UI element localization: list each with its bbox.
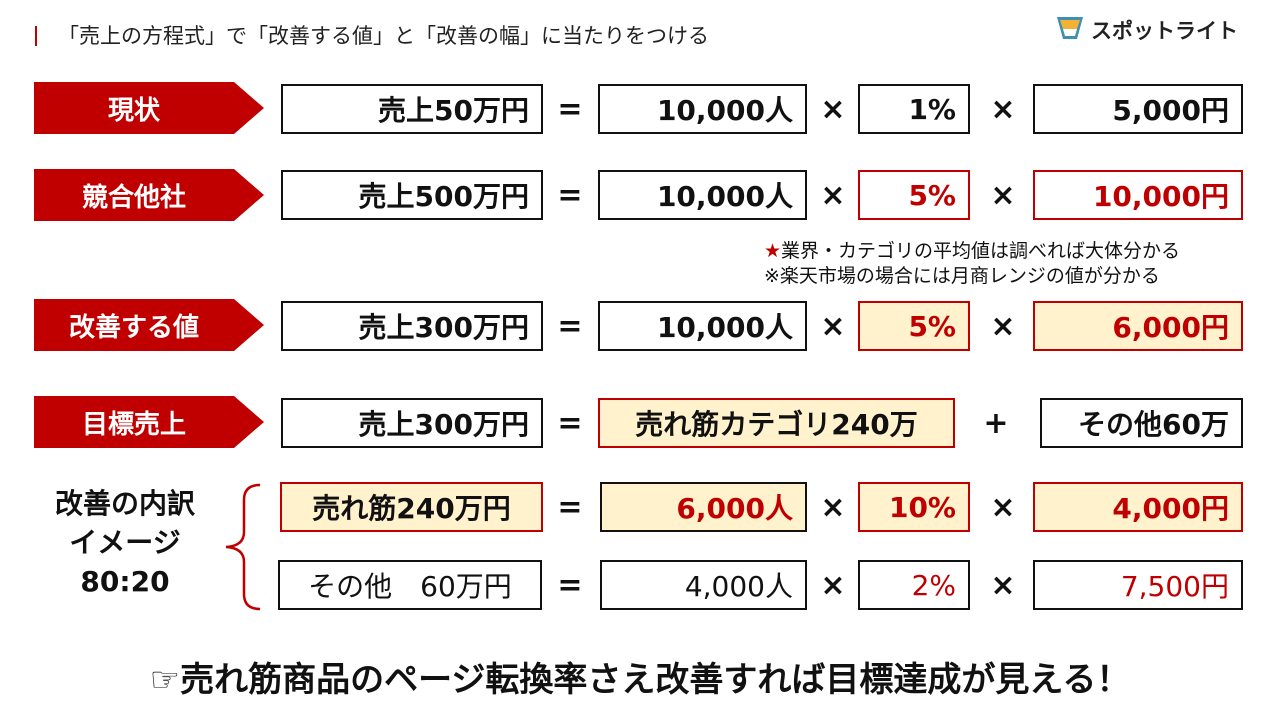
target-bestseller-box: 売れ筋カテゴリ240万 [598,398,955,448]
times-sign: × [820,567,846,603]
equals-sign: = [557,405,583,441]
breakdown-other-sales-box: その他 60万円 [278,560,542,610]
breakdown-main-sales-box: 売れ筋240万円 [280,482,543,532]
breakdown-main-price-box: 4,000円 [1033,482,1243,532]
times-sign: × [990,489,1016,525]
breakdown-main-rate-box: 10% [858,482,970,532]
target-sales-box: 売上300万円 [281,398,543,448]
current-price-box: 5,000円 [1033,84,1243,134]
times-sign: × [990,177,1016,213]
plus-sign: + [983,405,1009,441]
competitor-visitors-box: 10,000人 [598,170,807,220]
improve-visitors-box: 10,000人 [598,301,807,351]
current-sales-box: 売上50万円 [281,84,543,134]
current-rate-box: 1% [858,84,970,134]
row-label-target: 目標売上 [34,396,264,448]
row-label-improve: 改善する値 [34,299,264,351]
competitor-sales-box: 売上500万円 [281,170,543,220]
equals-sign: = [557,567,583,603]
breakdown-other-visitors-box: 4,000人 [600,560,807,610]
times-sign: × [820,308,846,344]
star-icon: ★ [764,240,782,262]
current-visitors-box: 10,000人 [598,84,807,134]
breakdown-other-price-box: 7,500円 [1033,560,1243,610]
bottom-message: ☞売れ筋商品のページ転換率さえ改善すれば目標達成が見える！ [149,660,1131,700]
logo-text: スポットライト [1091,19,1238,43]
equals-sign: = [557,177,583,213]
improve-rate-box: 5% [858,301,970,351]
note-rakuten-range: ※楽天市場の場合には月商レンジの値が分かる [764,265,1160,287]
header-accent-bar [35,26,37,46]
equals-sign: = [557,91,583,127]
equals-sign: = [557,489,583,525]
improve-sales-box: 売上300万円 [281,301,543,351]
page-title: 「売上の方程式」で「改善する値」と「改善の幅」に当たりをつける [58,24,709,48]
times-sign: × [990,308,1016,344]
target-other-box: その他60万 [1040,398,1243,448]
row-label-competitor: 競合他社 [34,169,264,221]
times-sign: × [990,91,1016,127]
competitor-rate-box: 5% [858,170,970,220]
curly-brace [225,483,261,611]
breakdown-other-rate-box: 2% [858,560,970,610]
brand-logo: スポットライト [1055,14,1238,46]
note-industry-average: ★業界・カテゴリの平均値は調べれば大体分かる [764,240,1181,262]
times-sign: × [820,177,846,213]
spotlight-logo-icon [1055,14,1085,46]
times-sign: × [990,567,1016,603]
competitor-price-box: 10,000円 [1033,170,1243,220]
equals-sign: = [557,308,583,344]
times-sign: × [820,489,846,525]
improve-price-box: 6,000円 [1033,301,1243,351]
row-label-current: 現状 [34,82,264,134]
breakdown-main-visitors-box: 6,000人 [600,482,807,532]
times-sign: × [820,91,846,127]
breakdown-label: 改善の内訳 イメージ 80:20 [54,487,195,598]
